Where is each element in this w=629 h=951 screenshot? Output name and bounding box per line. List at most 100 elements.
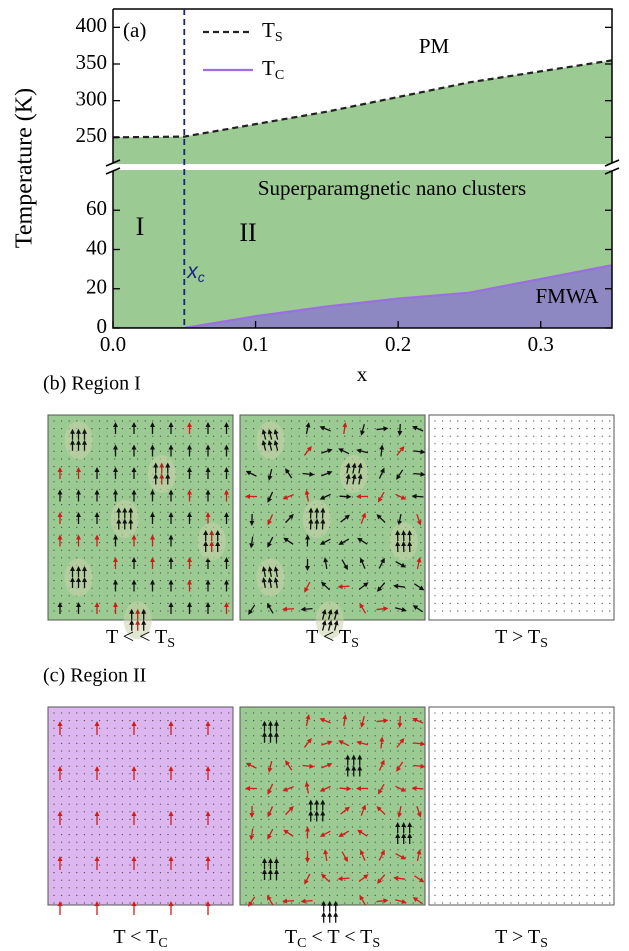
lattice-dot [53,588,54,589]
lattice-dot [480,542,481,543]
lattice-dot [434,588,435,589]
lattice-dot [533,826,534,827]
lattice-dot [253,580,254,581]
lattice-dot [352,788,353,789]
lattice-dot [564,534,565,535]
lattice-dot [594,796,595,797]
lattice-dot [488,496,489,497]
lattice-dot [145,489,146,490]
lattice-dot [129,842,130,843]
lattice-dot [329,496,330,497]
lattice-dot [375,781,376,782]
lattice-dot [480,887,481,888]
lattice-dot [564,580,565,581]
lattice-dot [602,595,603,596]
lattice-dot [283,489,284,490]
lattice-dot [175,758,176,759]
lattice-dot [145,735,146,736]
lattice-dot [518,880,519,881]
lattice-dot [594,504,595,505]
lattice-dot [518,826,519,827]
lattice-dot [69,481,70,482]
lattice-dot [167,542,168,543]
lattice-dot [245,557,246,558]
lattice-dot [586,550,587,551]
lattice-dot [344,781,345,782]
lattice-dot [518,842,519,843]
lattice-dot [541,887,542,888]
lattice-dot [76,788,77,789]
lattice-dot [221,773,222,774]
lattice-dot [190,420,191,421]
lattice-dot [160,527,161,528]
lattice-dot [413,489,414,490]
lattice-dot [329,458,330,459]
lattice-dot [375,474,376,475]
lattice-dot [359,804,360,805]
lattice-dot [518,504,519,505]
lattice-dot [564,436,565,437]
lattice-dot [337,766,338,767]
lattice-dot [465,826,466,827]
lattice-dot [609,849,610,850]
lattice-dot [99,512,100,513]
lattice-dot [541,811,542,812]
lattice-dot [564,504,565,505]
lattice-dot [488,819,489,820]
lattice-dot [503,735,504,736]
lattice-dot [198,496,199,497]
lattice-dot [321,451,322,452]
lattice-dot [548,781,549,782]
lattice-dot [198,504,199,505]
lattice-dot [107,580,108,581]
lattice-dot [268,804,269,805]
lattice-dot [61,720,62,721]
lattice-dot [488,735,489,736]
lattice-dot [91,887,92,888]
lattice-dot [579,887,580,888]
lattice-dot [548,466,549,467]
lattice-dot [510,743,511,744]
panel-caption: T < TC [113,926,167,951]
lattice-dot [69,864,70,865]
lattice-dot [602,557,603,558]
lattice-dot [76,811,77,812]
lattice-dot [221,481,222,482]
lattice-dot [510,712,511,713]
lattice-dot [321,781,322,782]
lattice-dot [367,781,368,782]
lattice-dot [367,550,368,551]
lattice-dot [488,842,489,843]
lattice-dot [413,712,414,713]
lattice-dot [382,758,383,759]
lattice-dot [53,819,54,820]
lattice-dot [337,466,338,467]
lattice-dot [434,766,435,767]
lattice-dot [221,750,222,751]
lattice-dot [283,743,284,744]
lattice-dot [291,811,292,812]
lattice-dot [594,474,595,475]
lattice-dot [228,527,229,528]
lattice-dot [299,504,300,505]
lattice-dot [213,451,214,452]
lattice-dot [420,420,421,421]
lattice-dot [390,895,391,896]
lattice-dot [480,603,481,604]
lattice-dot [245,443,246,444]
lattice-dot [268,887,269,888]
lattice-dot [221,849,222,850]
lattice-dot [533,773,534,774]
lattice-dot [314,588,315,589]
lattice-dot [450,550,451,551]
lattice-dot [397,420,398,421]
lattice-dot [609,428,610,429]
lattice-dot [198,857,199,858]
lattice-dot [434,788,435,789]
lattice-dot [175,557,176,558]
lattice-dot [99,534,100,535]
lattice-dot [526,895,527,896]
lattice-dot [405,504,406,505]
lattice-dot [609,811,610,812]
lattice-dot [405,720,406,721]
